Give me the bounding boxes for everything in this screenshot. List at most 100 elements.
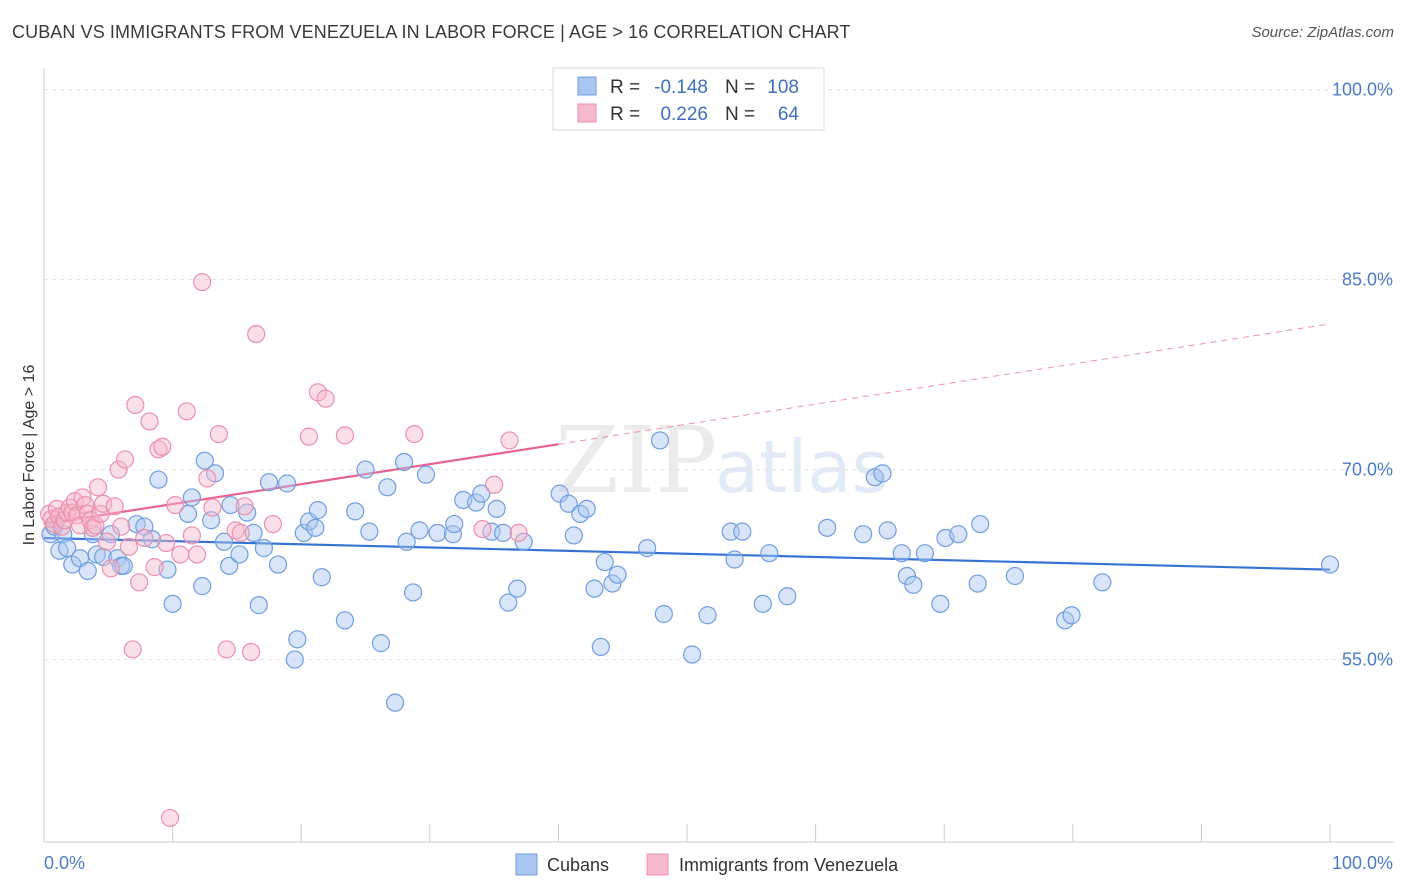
venezuela-point-63	[509, 523, 528, 543]
watermark: ZIP atlas	[555, 407, 889, 514]
bottom-legend-venezuela: Immigrants from Venezuela	[679, 855, 899, 875]
venezuela-point-49	[226, 521, 245, 540]
cubans-point-79	[638, 539, 657, 558]
venezuela-point-37	[157, 533, 176, 553]
venezuela-point-40	[171, 545, 190, 564]
watermark-atlas: atlas	[715, 425, 889, 509]
series-venezuela-points	[40, 272, 528, 828]
cubans-point-108	[1320, 555, 1340, 574]
cubans-point-104	[1005, 566, 1025, 586]
venezuela-point-32	[135, 528, 154, 548]
cubans-point-4	[58, 539, 77, 558]
cubans-point-46	[346, 502, 365, 521]
venezuela-point-47	[209, 424, 228, 444]
cubans-point-70	[559, 494, 578, 513]
legend-n-label-2: N =	[725, 104, 755, 125]
cubans-point-22	[182, 488, 201, 507]
venezuela-point-24	[105, 497, 124, 516]
venezuela-point-19	[88, 478, 108, 497]
venezuela-point-60	[473, 520, 492, 539]
cubans-point-71	[564, 526, 583, 545]
cubans-point-62	[472, 484, 491, 503]
cubans-point-86	[733, 522, 752, 541]
bottom-legend-cubans: Cubans	[547, 855, 609, 875]
venezuela-point-18	[86, 516, 105, 535]
venezuela-point-62	[500, 431, 519, 450]
venezuela-point-38	[160, 808, 180, 828]
legend-n-value-2: 64	[778, 104, 800, 125]
venezuela-point-29	[123, 640, 142, 659]
cubans-point-107	[1093, 573, 1112, 592]
cubans-point-89	[778, 587, 797, 606]
venezuela-point-57	[316, 389, 335, 408]
y-tick-label-2: 85.0%	[1342, 270, 1393, 290]
venezuela-point-33	[140, 412, 159, 431]
cubans-point-80	[650, 431, 670, 450]
venezuela-point-26	[112, 517, 131, 536]
y-axis-label: In Labor Force | Age > 16	[21, 365, 38, 546]
cubans-point-39	[288, 630, 307, 649]
cubans-point-3	[54, 525, 73, 544]
cubans-point-73	[577, 499, 596, 518]
cubans-point-29	[221, 495, 240, 515]
venezuela-point-48	[217, 640, 236, 659]
cubans-point-38	[285, 650, 304, 669]
grid-lines	[44, 89, 1394, 661]
source-label: Source: ZipAtlas.com	[1251, 24, 1394, 41]
trend-lines	[43, 323, 1331, 571]
cubans-point-23	[193, 577, 212, 596]
cubans-point-90	[818, 518, 837, 537]
cubans-point-33	[249, 596, 268, 615]
cubans-point-53	[397, 532, 416, 551]
legend-n-value-1: 108	[767, 77, 799, 98]
venezuela-point-59	[405, 424, 424, 444]
cubans-point-24	[195, 451, 214, 470]
watermark-zip: ZIP	[555, 407, 717, 514]
cubans-point-67	[508, 579, 527, 598]
trend-line-cubans	[43, 536, 1331, 571]
cubans-point-55	[410, 521, 429, 540]
venezuela-point-30	[126, 395, 145, 415]
venezuela-point-44	[193, 272, 212, 292]
cubans-point-76	[595, 552, 614, 572]
cubans-point-103	[971, 514, 990, 534]
venezuela-point-61	[485, 475, 504, 494]
venezuela-point-52	[241, 642, 261, 662]
x-tick-label-0: 0.0%	[44, 853, 85, 873]
cubans-point-56	[416, 465, 436, 484]
cubans-point-54	[403, 583, 423, 602]
cubans-point-48	[360, 522, 379, 541]
cubans-point-85	[725, 550, 744, 569]
cubans-point-44	[312, 568, 331, 587]
cubans-point-93	[873, 464, 892, 483]
cubans-point-74	[585, 579, 604, 598]
cubans-point-17	[142, 530, 162, 549]
cubans-point-68	[514, 532, 533, 551]
venezuela-point-22	[97, 532, 117, 551]
cubans-point-37	[277, 474, 297, 493]
cubans-point-75	[591, 637, 610, 657]
chart-title: CUBAN VS IMMIGRANTS FROM VENEZUELA IN LA…	[12, 22, 851, 42]
venezuela-point-50	[231, 523, 250, 543]
venezuela-point-27	[115, 450, 135, 469]
venezuela-point-36	[153, 437, 172, 456]
axes	[43, 68, 1394, 843]
cubans-point-87	[753, 594, 772, 613]
legend-swatch-venezuela	[577, 103, 597, 123]
venezuela-point-53	[247, 324, 266, 344]
cubans-point-7	[78, 561, 97, 581]
bottom-legend-swatch-venezuela	[646, 853, 669, 876]
cubans-point-95	[892, 544, 911, 563]
tick-labels: 55.0% 70.0% 85.0% 100.0% 0.0% 100.0%	[44, 80, 1393, 873]
legend-frame	[552, 67, 825, 131]
legend-r-value-1: -0.148	[654, 77, 708, 98]
cubans-point-66	[499, 593, 518, 612]
y-tick-label-0: 55.0%	[1342, 650, 1393, 670]
venezuela-point-39	[166, 495, 185, 515]
cubans-point-101	[949, 525, 968, 544]
legend-n-label-1: N =	[725, 77, 755, 98]
cubans-point-77	[603, 574, 622, 593]
cubans-point-40	[294, 523, 313, 543]
venezuela-point-51	[235, 497, 254, 516]
